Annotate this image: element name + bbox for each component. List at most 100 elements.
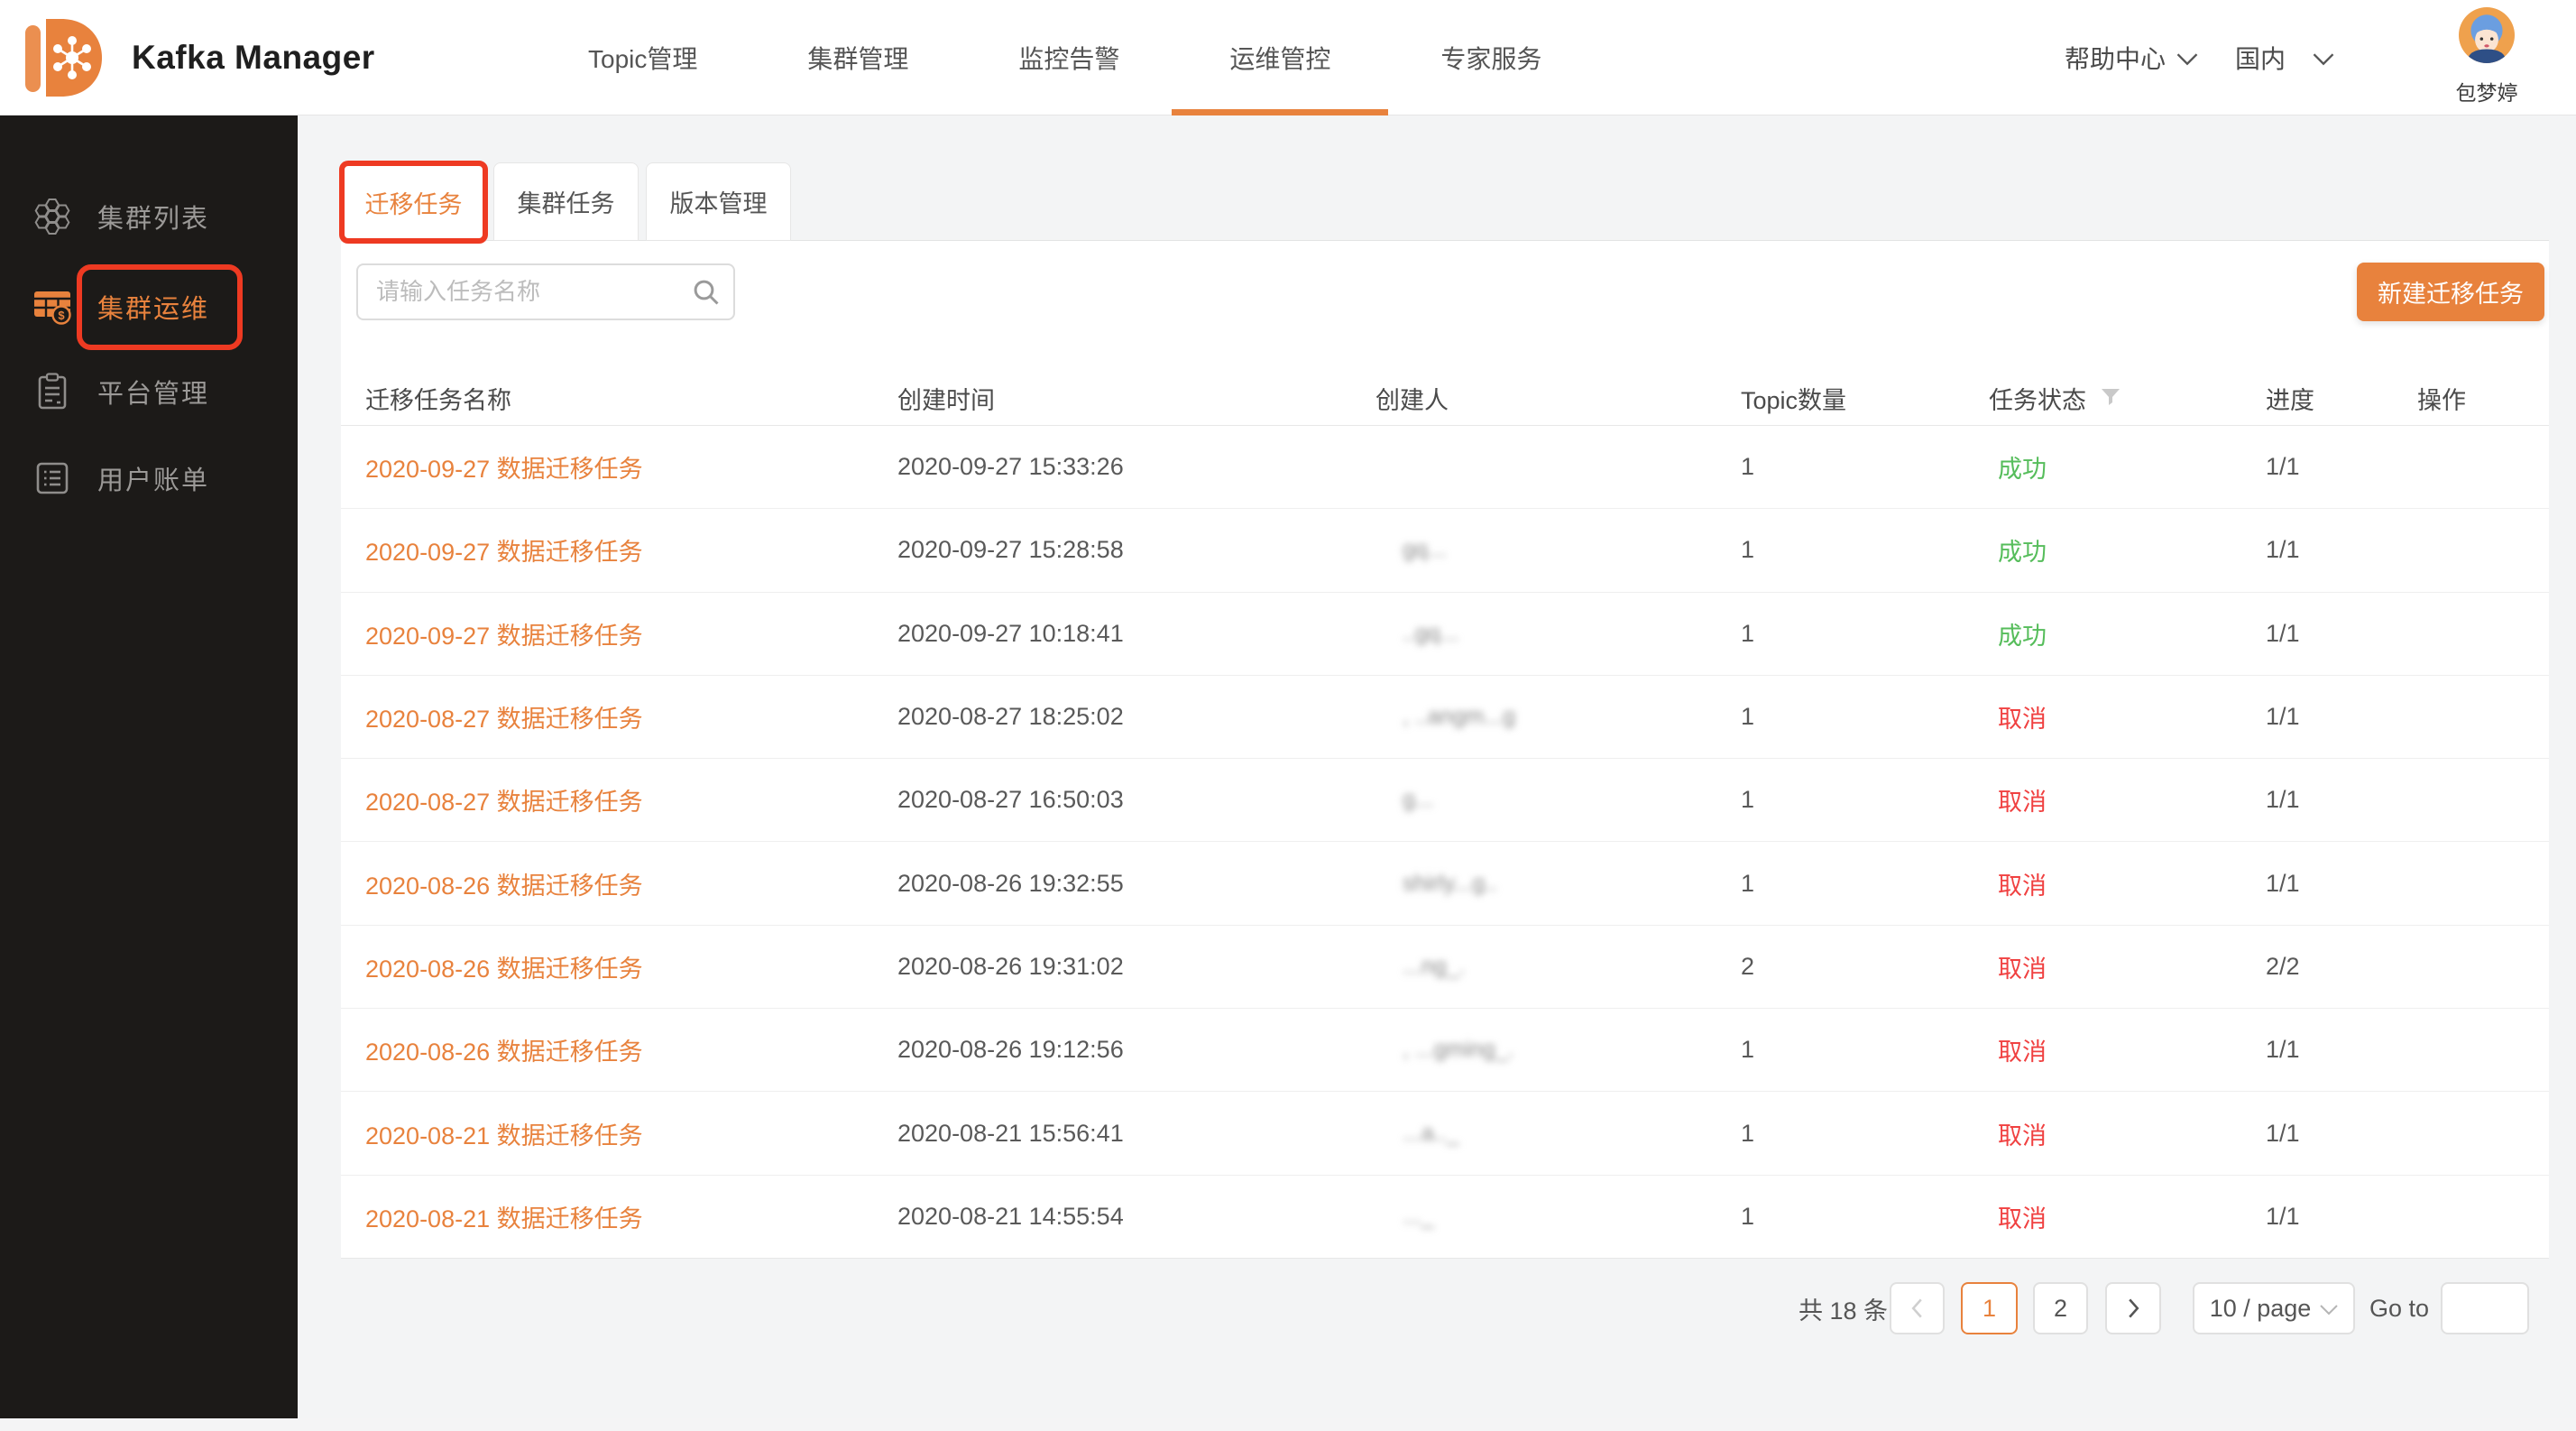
pagination-page-2[interactable]: 2 [2033,1282,2088,1334]
ops-billing-table-icon: $ [34,291,71,325]
nav-monitor-alert[interactable]: 监控告警 [1018,45,1120,73]
task-progress: 2/2 [2266,952,2300,980]
task-name-link[interactable]: 2020-08-21 数据迁移任务 [365,1205,643,1233]
tab-version-manage[interactable]: 版本管理 [646,162,791,241]
task-status-badge: 取消 [1998,1122,2047,1149]
tab-migration-task[interactable]: 迁移任务 [339,161,488,244]
table-row: 2020-08-26 数据迁移任务 2020-08-26 19:31:02 ..… [341,925,2549,1010]
task-topic-count: 1 [1741,1036,1755,1064]
task-creator-redacted: ..gq... [1403,620,1459,646]
task-name-link[interactable]: 2020-08-27 数据迁移任务 [365,789,643,817]
task-name-link[interactable]: 2020-09-27 数据迁移任务 [365,622,643,650]
table-row: 2020-08-21 数据迁移任务 2020-08-21 15:56:41 ..… [341,1092,2549,1176]
nav-expert-service[interactable]: 专家服务 [1440,45,1542,73]
task-status-badge: 成功 [1998,456,2047,484]
task-progress: 1/1 [2266,453,2300,481]
table-row: 2020-08-27 数据迁移任务 2020-08-27 18:25:02 , … [341,675,2549,760]
task-status-badge: 取消 [1998,872,2047,900]
col-topic-count: Topic数量 [1741,386,1847,414]
table-row: 2020-08-26 数据迁移任务 2020-08-26 19:32:55 sh… [341,842,2549,926]
task-status-badge: 成功 [1998,622,2047,650]
sidebar-item-cluster-ops[interactable]: $ 集群运维 [0,282,298,332]
user-avatar[interactable] [2459,7,2515,63]
region-select[interactable]: 国内 [2235,0,2334,115]
task-created-time: 2020-08-26 19:12:56 [897,1036,1124,1064]
task-created-time: 2020-08-27 16:50:03 [897,786,1124,814]
task-topic-count: 1 [1741,1202,1755,1230]
table-row: 2020-09-27 数据迁移任务 2020-09-27 10:18:41 ..… [341,592,2549,676]
task-topic-count: 1 [1741,703,1755,731]
chevron-right-icon [2128,1298,2139,1318]
task-name-link[interactable]: 2020-09-27 数据迁移任务 [365,456,643,484]
region-label: 国内 [2235,45,2286,73]
task-search-box [356,263,735,320]
goto-page-input[interactable] [2441,1282,2529,1334]
task-creator-redacted: ...ng_. [1403,953,1466,979]
pagination-prev-button[interactable] [1890,1282,1945,1334]
task-creator-redacted: g... [1403,787,1434,813]
top-nav: Topic管理 集群管理 监控告警 运维管控 专家服务 [588,0,1541,115]
task-status-badge: 取消 [1998,1039,2047,1066]
task-topic-count: 1 [1741,453,1755,481]
nav-ops-control[interactable]: 运维管控 [1172,0,1389,115]
task-name-link[interactable]: 2020-08-26 数据迁移任务 [365,955,643,983]
task-status-badge: 取消 [1998,706,2047,734]
sidebar-item-label: 用户账单 [97,466,210,495]
sidebar-item-label: 集群列表 [97,205,210,234]
task-topic-count: 1 [1741,536,1755,564]
help-center-menu[interactable]: 帮助中心 [2065,0,2198,115]
task-progress: 1/1 [2266,619,2300,647]
svg-text:$: $ [58,309,65,322]
task-topic-count: 1 [1741,1119,1755,1147]
search-icon[interactable] [693,279,720,306]
pagination-total: 共 18 条 [1799,1297,1889,1325]
nav-cluster-manage[interactable]: 集群管理 [807,45,909,73]
sidebar-item-label: 集群运维 [97,295,210,324]
col-task-status-label: 任务状态 [1989,386,2086,414]
sidebar-item-platform-manage[interactable]: 平台管理 [0,366,298,417]
chevron-down-icon [2176,53,2198,66]
new-migration-task-button[interactable]: 新建迁移任务 [2357,263,2544,321]
task-created-time: 2020-08-26 19:31:02 [897,952,1124,980]
search-input[interactable] [358,278,693,306]
task-created-time: 2020-09-27 15:28:58 [897,536,1124,564]
task-created-time: 2020-09-27 15:33:26 [897,453,1124,481]
sidebar: 集群列表 $ 集群运维 平台管理 [0,115,298,1431]
task-name-link[interactable]: 2020-08-21 数据迁移任务 [365,1122,643,1149]
pagination-next-button[interactable] [2105,1282,2161,1334]
task-status-badge: 取消 [1998,789,2047,817]
chevron-left-icon [1911,1298,1922,1318]
task-creator-redacted: gq... [1403,537,1447,563]
table-row: 2020-09-27 数据迁移任务 2020-09-27 15:33:26 1 … [341,426,2549,510]
col-actions: 操作 [2417,386,2466,414]
task-created-time: 2020-08-21 14:55:54 [897,1202,1124,1230]
nav-topic-manage[interactable]: Topic管理 [588,45,698,73]
horizontal-scrollbar-track[interactable] [0,1418,2576,1431]
task-progress: 1/1 [2266,536,2300,564]
tab-cluster-task[interactable]: 集群任务 [493,162,639,241]
sidebar-item-cluster-list[interactable]: 集群列表 [0,191,298,242]
table-row: 2020-09-27 数据迁移任务 2020-09-27 15:28:58 gq… [341,509,2549,593]
task-created-time: 2020-08-26 19:32:55 [897,869,1124,897]
app-title: Kafka Manager [132,39,375,76]
filter-funnel-icon[interactable] [2101,389,2121,407]
page-size-select[interactable]: 10 / page [2193,1282,2355,1334]
task-topic-count: 1 [1741,786,1755,814]
table-row: 2020-08-27 数据迁移任务 2020-08-27 16:50:03 g.… [341,759,2549,843]
task-creator-redacted: , ..angm...g [1403,704,1516,730]
sidebar-item-label: 平台管理 [97,380,210,409]
user-name: 包梦婷 [2455,81,2518,105]
task-created-time: 2020-08-27 18:25:02 [897,703,1124,731]
col-created: 创建时间 [897,386,995,414]
task-name-link[interactable]: 2020-08-26 数据迁移任务 [365,1039,643,1066]
pagination-page-1[interactable]: 1 [1961,1282,2018,1334]
task-creator-redacted: shirly...g.. [1403,870,1498,896]
task-name-link[interactable]: 2020-08-27 数据迁移任务 [365,706,643,734]
task-name-link[interactable]: 2020-08-26 数据迁移任务 [365,872,643,900]
task-progress: 1/1 [2266,1119,2300,1147]
task-progress: 1/1 [2266,1202,2300,1230]
task-tabs: 迁移任务 集群任务 版本管理 [339,161,2549,244]
task-name-link[interactable]: 2020-09-27 数据迁移任务 [365,539,643,567]
sidebar-item-user-billing[interactable]: 用户账单 [0,453,298,503]
col-creator: 创建人 [1375,386,1449,414]
